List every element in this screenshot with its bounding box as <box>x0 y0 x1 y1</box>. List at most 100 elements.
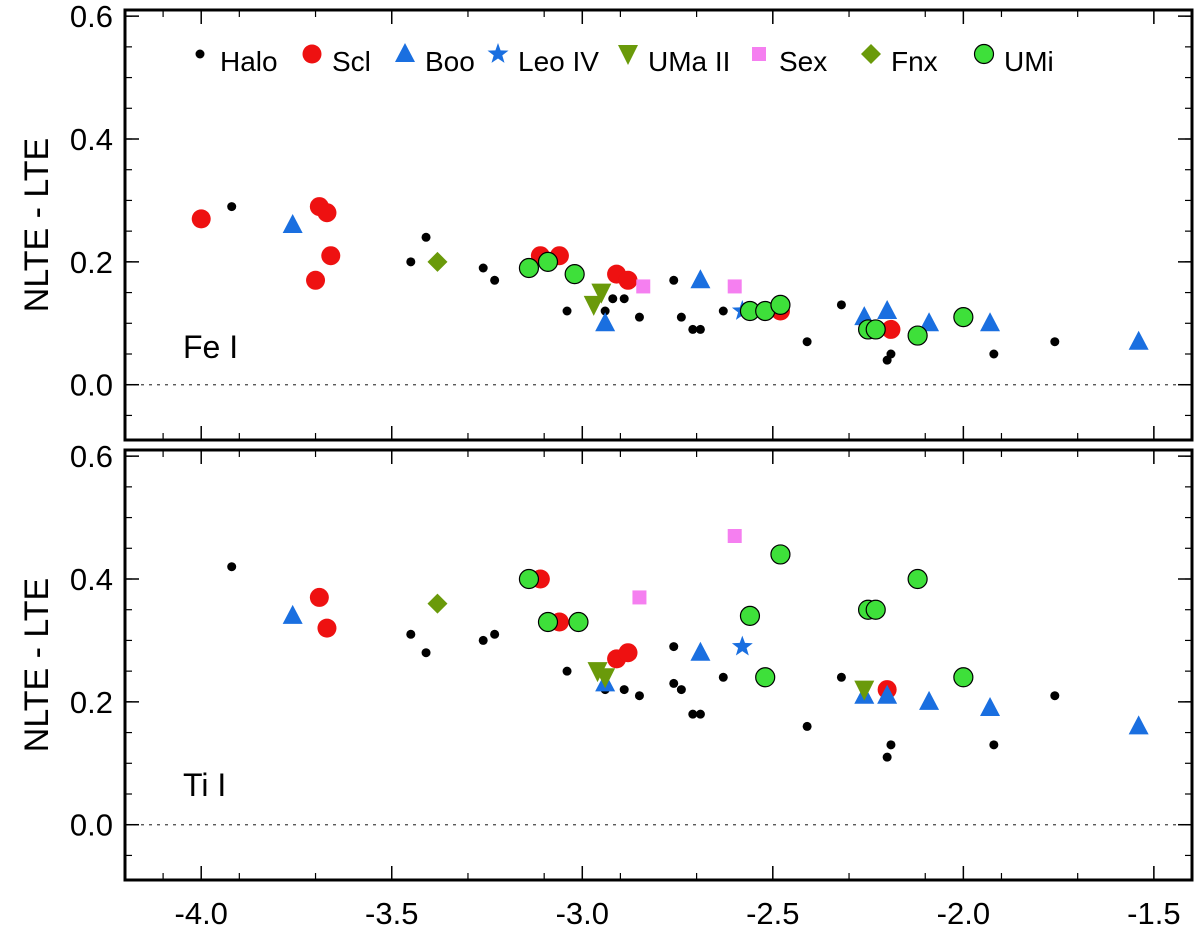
y-tick-label-ti: 0.0 <box>70 808 113 843</box>
x-tick-label: -1.5 <box>1127 896 1180 931</box>
point-scl-ti <box>618 643 638 663</box>
point-halo-fe <box>478 263 488 273</box>
point-halo-ti <box>227 562 237 572</box>
point-halo-ti <box>688 709 698 719</box>
point-boo-ti <box>919 690 940 710</box>
point-umi-fe <box>953 307 974 328</box>
panel-label-fe: Fe I <box>183 329 238 365</box>
point-boo-fe <box>690 269 711 289</box>
point-halo-ti <box>406 629 416 639</box>
panel-frame-ti <box>123 448 1194 882</box>
point-umi-ti <box>953 667 974 688</box>
y-tick-label-ti: 0.6 <box>70 439 113 474</box>
point-boo-fe <box>1128 330 1149 350</box>
point-halo-fe <box>695 324 705 334</box>
point-fnx-ti <box>427 593 448 614</box>
y-tick-label-fe: 0.6 <box>70 0 113 34</box>
point-halo-ti <box>1050 691 1060 701</box>
point-sex-fe <box>727 279 742 294</box>
y-tick-label-fe: 0.4 <box>70 122 113 157</box>
legend-label-boo: Boo <box>425 46 475 77</box>
point-boo-fe <box>980 312 1001 332</box>
point-umi-fe <box>564 264 585 285</box>
legend-marker-boo <box>395 43 415 62</box>
point-halo-fe <box>227 202 237 212</box>
x-tick-label: -2.0 <box>937 896 990 931</box>
point-umi-fe <box>865 319 886 340</box>
point-halo-fe <box>608 294 618 304</box>
point-sex-ti <box>727 529 742 543</box>
x-tick-label: -3.5 <box>365 896 418 931</box>
point-halo-fe <box>886 349 896 359</box>
point-scl-fe <box>317 203 337 223</box>
point-halo-ti <box>669 642 679 652</box>
point-halo-ti <box>421 648 431 658</box>
point-boo-ti <box>980 697 1001 716</box>
y-tick-label-fe: 0.2 <box>70 245 113 280</box>
point-halo-fe <box>421 232 431 242</box>
legend-label-uma-ii: UMa II <box>648 46 730 77</box>
legend-marker-leo-iv <box>487 43 509 63</box>
legend-label-fnx: Fnx <box>891 46 938 77</box>
y-tick-label-ti: 0.2 <box>70 685 113 720</box>
point-uma-ii-fe <box>583 295 604 316</box>
point-leo-iv-ti <box>731 635 753 656</box>
legend-label-halo: Halo <box>220 46 278 77</box>
point-halo-ti <box>634 691 644 701</box>
point-halo-ti <box>490 629 500 639</box>
y-tick-label-fe: 0.0 <box>70 368 113 403</box>
point-boo-ti <box>282 604 303 624</box>
point-boo-fe <box>595 312 616 332</box>
panel-label-ti: Ti I <box>183 767 226 803</box>
point-sex-ti <box>632 590 647 605</box>
point-umi-ti <box>537 611 559 633</box>
point-halo-ti <box>619 685 629 695</box>
point-umi-ti <box>739 605 761 626</box>
point-boo-ti <box>877 684 898 704</box>
point-scl-fe <box>306 270 326 290</box>
point-scl-fe <box>881 319 901 339</box>
legend-marker-fnx <box>861 44 881 64</box>
y-tick-label-ti: 0.4 <box>70 562 113 597</box>
point-umi-ti <box>907 568 928 590</box>
legend-label-sex: Sex <box>779 46 827 77</box>
x-tick-label: -3.0 <box>556 896 609 931</box>
point-halo-fe <box>836 300 846 310</box>
legend-marker-uma-ii <box>618 45 638 65</box>
point-halo-ti <box>886 740 896 750</box>
point-halo-ti <box>989 740 999 750</box>
legend-label-leo-iv: Leo IV <box>518 46 599 77</box>
point-halo-fe <box>490 275 500 285</box>
point-umi-ti <box>518 568 540 590</box>
x-tick-label: -2.5 <box>746 896 799 931</box>
point-halo-fe <box>600 306 610 316</box>
legend-marker-umi <box>973 43 995 65</box>
point-umi-ti <box>770 544 791 565</box>
point-boo-fe <box>282 214 303 233</box>
legend-marker-sex <box>752 47 766 61</box>
point-scl-fe <box>618 270 638 290</box>
legend-marker-scl <box>302 44 322 64</box>
point-halo-ti <box>669 678 679 688</box>
y-axis-label-fe: NLTE - LTE <box>18 138 56 312</box>
point-uma-ii-fe <box>591 283 612 304</box>
point-halo-ti <box>836 672 846 682</box>
point-boo-fe <box>919 312 940 332</box>
point-boo-ti <box>690 641 711 661</box>
point-boo-fe <box>877 300 898 319</box>
point-halo-fe <box>406 257 416 267</box>
point-scl-ti <box>309 587 329 607</box>
point-halo-fe <box>718 306 728 316</box>
point-umi-ti <box>865 599 886 620</box>
point-halo-fe <box>634 312 644 322</box>
legend-label-umi: UMi <box>1004 46 1054 77</box>
panel-frame-fe <box>123 8 1194 442</box>
point-umi-ti <box>755 667 776 688</box>
y-axis-label-ti: NLTE - LTE <box>18 578 56 752</box>
point-halo-ti <box>882 752 892 762</box>
point-halo-ti <box>718 672 728 682</box>
point-umi-fe <box>770 294 791 315</box>
point-sex-fe <box>636 279 651 294</box>
point-umi-fe <box>537 251 559 272</box>
point-halo-fe <box>676 312 686 322</box>
